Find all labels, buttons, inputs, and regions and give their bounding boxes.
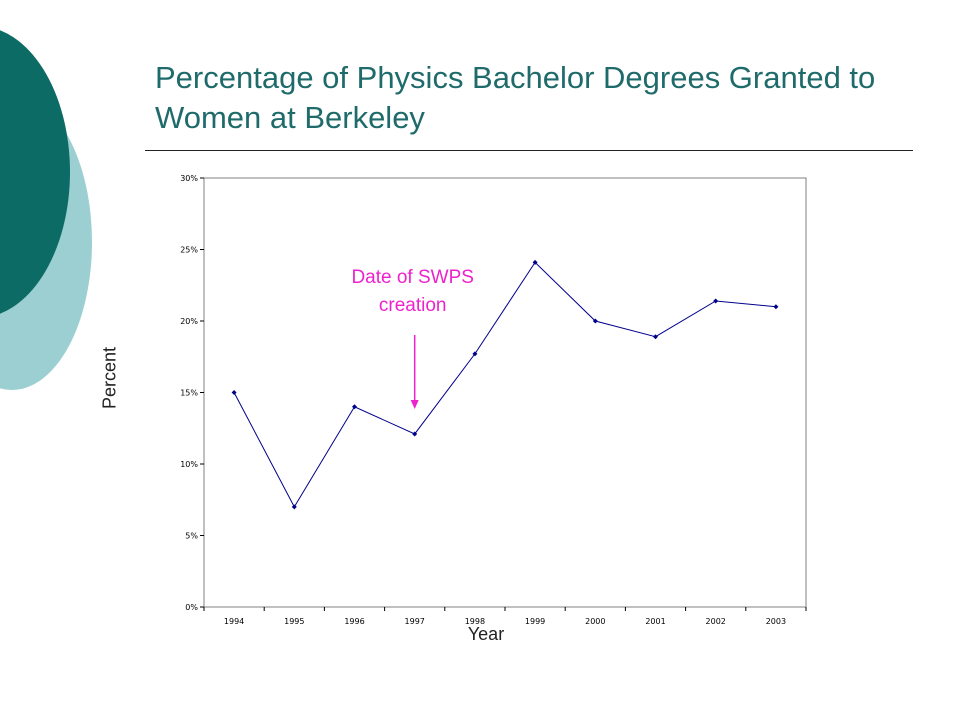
y-tick-label: 30% xyxy=(180,174,198,183)
y-tick-label: 10% xyxy=(180,460,198,469)
data-point xyxy=(713,298,719,304)
x-axis-label: Year xyxy=(467,624,505,644)
x-tick-label: 1997 xyxy=(405,617,425,626)
x-tick-label: 1999 xyxy=(525,617,545,626)
data-point xyxy=(592,318,598,324)
decor-circle-dark xyxy=(0,30,70,314)
annotation-text-line2: creation xyxy=(379,295,447,316)
data-point xyxy=(231,390,237,395)
data-point xyxy=(653,334,658,340)
y-tick-label: 0% xyxy=(185,603,198,612)
x-tick-label: 1994 xyxy=(224,617,244,626)
y-axis-label: Percent xyxy=(99,346,120,410)
x-tick-label: 1996 xyxy=(344,617,364,626)
annotation-text-line1: Date of SWPS xyxy=(351,267,474,288)
x-tick-label: 2002 xyxy=(706,617,726,626)
data-point xyxy=(532,259,538,265)
annotation-arrow-head xyxy=(410,400,419,409)
y-tick-label: 25% xyxy=(180,246,198,255)
plot-area xyxy=(203,177,807,608)
title-divider xyxy=(145,150,913,151)
data-point xyxy=(291,504,297,510)
series-line xyxy=(233,261,776,508)
slide-title: Percentage of Physics Bachelor Degrees G… xyxy=(155,60,876,135)
x-tick-label: 2001 xyxy=(645,617,665,626)
x-tick-label: 2003 xyxy=(766,617,786,626)
data-point xyxy=(773,304,779,310)
y-tick-label: 15% xyxy=(180,389,198,398)
data-point xyxy=(472,351,478,357)
y-tick-label: 20% xyxy=(180,317,198,326)
data-point xyxy=(352,404,357,410)
x-tick-label: 1995 xyxy=(284,617,304,626)
x-tick-label: 1998 xyxy=(465,617,485,626)
x-tick-label: 2000 xyxy=(585,617,605,626)
y-tick-label: 5% xyxy=(185,532,198,541)
data-point xyxy=(412,431,418,437)
